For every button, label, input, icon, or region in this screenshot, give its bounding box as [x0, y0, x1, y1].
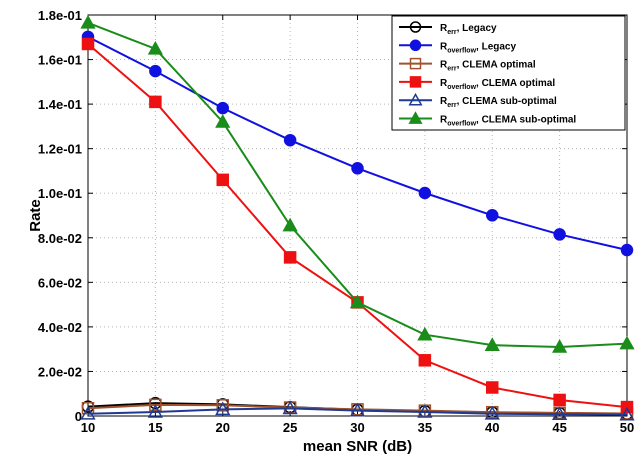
series-1: [81, 30, 634, 257]
y-tick-label: 2.0e-02: [38, 364, 82, 379]
data-point: [216, 399, 229, 412]
legend-marker: [408, 111, 423, 124]
data-point: [349, 402, 366, 417]
y-tick-label: 1.0e-01: [38, 186, 82, 201]
data-point: [349, 294, 366, 309]
legend-marker: [409, 39, 422, 52]
series-5: [80, 14, 635, 353]
x-tick-label: 25: [283, 420, 297, 435]
y-tick-label: 8.0e-02: [38, 231, 82, 246]
y-tick-label: 6.0e-02: [38, 275, 82, 290]
data-point: [216, 101, 229, 115]
data-point: [553, 393, 566, 407]
data-point: [81, 37, 95, 51]
data-point: [417, 404, 433, 418]
x-tick-label: 45: [552, 420, 566, 435]
data-point: [215, 401, 231, 416]
x-tick-label: 50: [620, 420, 634, 435]
legend: Rerr, Legacy Roverflow, Legacy Rerr, CLEMA…: [391, 15, 626, 131]
data-point: [215, 114, 231, 128]
data-point: [282, 400, 298, 415]
data-point: [484, 405, 500, 420]
legend-marker: [409, 57, 422, 70]
data-point: [620, 243, 634, 257]
data-point: [149, 64, 162, 78]
y-tick-label: 1.8e-01: [38, 8, 82, 23]
data-point: [282, 217, 298, 232]
data-point: [283, 133, 297, 147]
data-point: [552, 406, 568, 421]
legend-label: Rerr, CLEMA sub-optimal: [440, 96, 557, 109]
y-tick-label: 0: [75, 409, 82, 424]
legend-item: Roverflow, CLEMA optimal: [399, 76, 555, 91]
data-point: [283, 251, 297, 264]
legend-box: [391, 15, 626, 131]
x-tick-label: 15: [148, 420, 162, 435]
y-tick-label: 1.2e-01: [38, 142, 82, 157]
legend-marker: [408, 92, 423, 106]
y-tick-label: 1.4e-01: [38, 97, 82, 112]
data-point: [486, 381, 499, 394]
y-tick-label: 1.6e-01: [38, 53, 82, 68]
legend-marker: [409, 21, 422, 33]
x-tick-label: 40: [485, 420, 499, 435]
legend-label: Rerr, CLEMA optimal: [440, 60, 536, 73]
y-axis-label: Rate: [27, 199, 44, 232]
data-point: [149, 398, 162, 412]
x-tick-label: 35: [418, 420, 432, 435]
data-point: [80, 14, 96, 29]
series-line: [87, 403, 628, 415]
series-layer: [80, 14, 635, 421]
x-tick-label: 10: [81, 420, 95, 435]
series-line: [87, 407, 628, 416]
series-4: [80, 400, 635, 421]
y-tick-label: 4.0e-02: [38, 320, 82, 335]
legend-label: Roverflow, Legacy: [440, 41, 516, 54]
legend-label: Rerr, Legacy: [440, 23, 497, 36]
data-point: [147, 40, 163, 55]
data-point: [418, 354, 432, 367]
tick-labels: 10 15 20 25 30 35 40 45 50 0 2.0e-02 4.0e-02 6.0e-02…: [38, 8, 634, 435]
data-point: [553, 228, 566, 241]
data-point: [619, 406, 635, 421]
data-point: [216, 173, 229, 187]
data-point: [486, 209, 499, 222]
legend-item: Roverflow, CLEMA sub-optimal: [399, 111, 576, 128]
legend-item: Rerr, Legacy: [399, 21, 497, 36]
data-point: [80, 405, 96, 420]
x-tick-label: 20: [216, 420, 230, 435]
x-tick-label: 30: [350, 420, 364, 435]
data-point: [149, 95, 162, 109]
legend-marker: [409, 76, 422, 88]
legend-item: Roverflow, Legacy: [399, 39, 516, 54]
legend-label: Roverflow, CLEMA optimal: [440, 78, 555, 91]
data-point: [351, 162, 364, 175]
data-point: [147, 404, 163, 418]
legend-item: Rerr, CLEMA optimal: [399, 57, 536, 73]
data-point: [417, 326, 433, 341]
data-point: [418, 186, 432, 200]
legend-item: Rerr, CLEMA sub-optimal: [399, 92, 557, 109]
data-point: [619, 335, 635, 350]
data-point: [552, 339, 568, 353]
data-point: [484, 337, 500, 351]
legend-label: Roverflow, CLEMA sub-optimal: [440, 115, 576, 128]
x-axis-label: mean SNR (dB): [303, 438, 412, 455]
